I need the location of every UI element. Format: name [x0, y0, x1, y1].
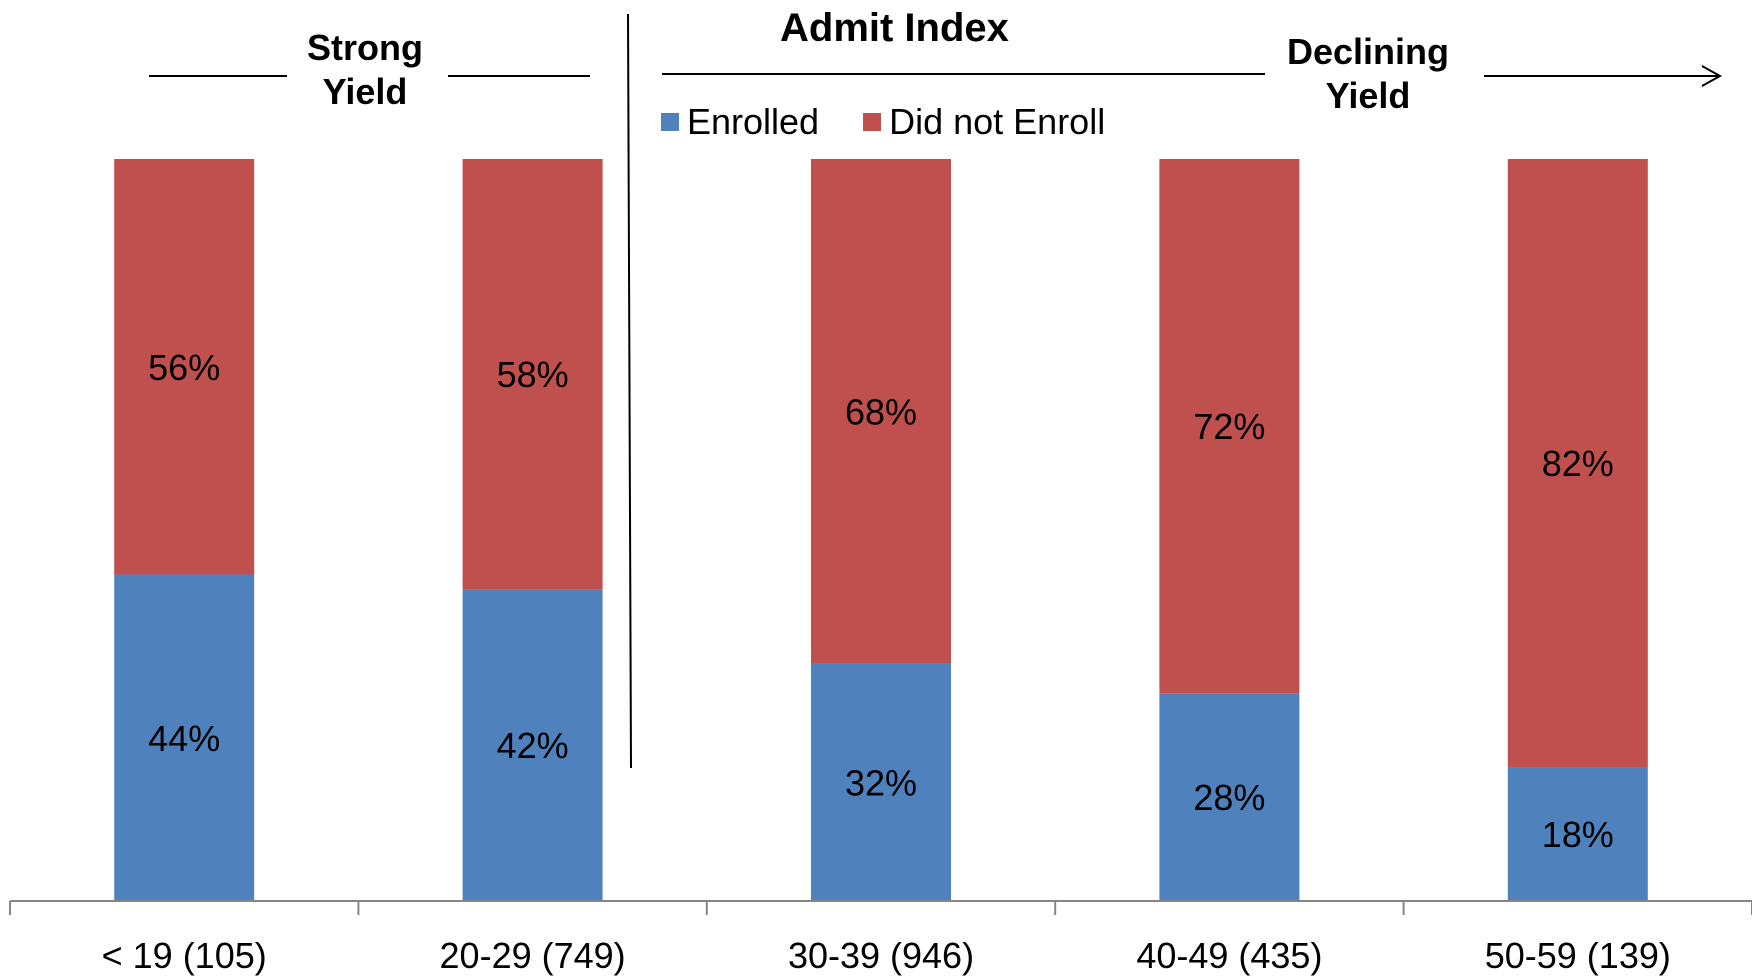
bar-enrolled-0	[114, 574, 255, 901]
declining-yield-arrowhead	[1701, 65, 1723, 87]
bar-did-not-enroll-4	[1507, 159, 1648, 768]
x-tick-label-1: 20-29 (749)	[440, 935, 626, 976]
data-label-did-not-enroll-2: 68%	[845, 391, 917, 432]
data-label-did-not-enroll-1: 58%	[497, 354, 569, 395]
x-tick-label-4: 50-59 (139)	[1485, 935, 1671, 976]
strong-yield-line1: Strong	[307, 27, 423, 68]
annotation-lines	[149, 13, 1723, 769]
divider-line	[627, 13, 632, 769]
bar-enrolled-4	[1507, 767, 1648, 901]
bar-enrolled-2	[811, 663, 951, 901]
declining-yield-line2: Yield	[1325, 75, 1411, 116]
legend-swatch-did-not-enroll	[863, 113, 882, 131]
bar-did-not-enroll-2	[811, 159, 951, 664]
x-tick-label-3: 40-49 (435)	[1136, 935, 1322, 976]
legend-label-did-not-enroll: Did not Enroll	[889, 101, 1106, 142]
bar-enrolled-3	[1159, 693, 1300, 901]
declining-yield-label: Declining Yield	[1287, 30, 1449, 118]
legend-swatch-enrolled	[661, 113, 679, 131]
strong-yield-line2: Yield	[322, 71, 408, 112]
bar-enrolled-1	[462, 589, 603, 901]
x-tick-label-0: < 19 (105)	[102, 935, 267, 976]
data-label-enrolled-1: 42%	[497, 725, 569, 766]
bar-did-not-enroll-1	[462, 159, 603, 590]
data-label-enrolled-2: 32%	[845, 762, 917, 803]
data-label-enrolled-4: 18%	[1542, 814, 1614, 855]
data-label-did-not-enroll-3: 72%	[1193, 406, 1265, 447]
legend: Enrolled Did not Enroll	[661, 101, 1149, 143]
x-tick-label-2: 30-39 (946)	[788, 935, 974, 976]
data-label-did-not-enroll-0: 56%	[148, 347, 220, 388]
chart-title: Admit Index	[780, 6, 1009, 50]
declining-yield-line1: Declining	[1287, 31, 1450, 72]
data-label-did-not-enroll-4: 82%	[1542, 443, 1614, 484]
bars: 44% 56% 42% 58% 32% 68% 28% 72% 18% 82%	[114, 159, 1648, 901]
x-axis: < 19 (105) 20-29 (749) 30-39 (946) 40-49 (4…	[9, 900, 1752, 976]
bar-did-not-enroll-3	[1159, 159, 1300, 694]
strong-yield-label: Strong Yield	[307, 26, 423, 114]
legend-label-enrolled: Enrolled	[687, 101, 820, 142]
legend-item-did-not-enroll: Did not Enroll	[863, 101, 1105, 143]
legend-item-enrolled: Enrolled	[661, 101, 819, 143]
data-label-enrolled-0: 44%	[148, 718, 220, 759]
bar-did-not-enroll-0	[114, 159, 255, 575]
data-label-enrolled-3: 28%	[1193, 777, 1265, 818]
